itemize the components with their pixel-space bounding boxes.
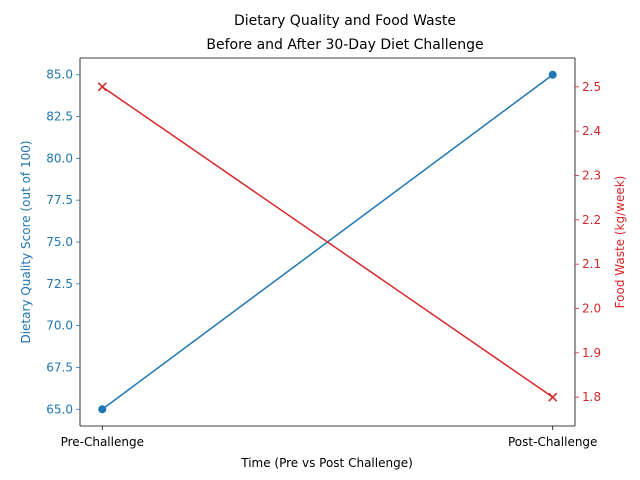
left-tick-label: 75.0 (46, 235, 73, 249)
plot-area (79, 57, 576, 427)
left-tick-label: 70.0 (46, 319, 73, 333)
data-point (97, 82, 107, 92)
data-point (548, 392, 558, 402)
left-y-axis-ticks: 65.0 67.5 70.0 72.5 75.0 77.5 80.0 82.5 85.0 (46, 68, 80, 416)
x-axis-label: Time (Pre vs Post Challenge) (240, 456, 413, 470)
left-tick-label: 80.0 (46, 151, 73, 165)
left-y-axis-label: Dietary Quality Score (out of 100) (19, 140, 33, 343)
right-tick-label: 2.0 (582, 302, 601, 316)
x-axis-ticks: Pre-Challenge Post-Challenge (61, 426, 597, 449)
x-tick-label: Post-Challenge (508, 435, 597, 449)
right-tick-label: 1.9 (582, 346, 601, 360)
left-tick-label: 82.5 (46, 110, 73, 124)
data-point (548, 70, 557, 79)
right-tick-label: 1.8 (582, 390, 601, 404)
left-tick-label: 65.0 (46, 402, 73, 416)
x-tick-label: Pre-Challenge (61, 435, 144, 449)
right-tick-label: 2.3 (582, 168, 601, 182)
chart-title: Dietary Quality and Food Waste (234, 13, 456, 29)
left-tick-label: 85.0 (46, 68, 73, 82)
right-tick-label: 2.4 (582, 124, 601, 138)
right-y-axis-label: Food Waste (kg/week) (613, 176, 627, 309)
data-point (98, 405, 107, 414)
left-tick-label: 67.5 (46, 360, 73, 374)
left-tick-label: 72.5 (46, 277, 73, 291)
right-y-axis-ticks: 1.8 1.9 2.0 2.1 2.2 2.3 2.4 2.5 (575, 80, 601, 404)
right-tick-label: 2.1 (582, 257, 601, 271)
chart-subtitle: Before and After 30-Day Diet Challenge (206, 37, 483, 53)
right-tick-label: 2.5 (582, 80, 601, 94)
right-tick-label: 2.2 (582, 213, 601, 227)
series-line-1 (101, 86, 554, 398)
left-tick-label: 77.5 (46, 193, 73, 207)
